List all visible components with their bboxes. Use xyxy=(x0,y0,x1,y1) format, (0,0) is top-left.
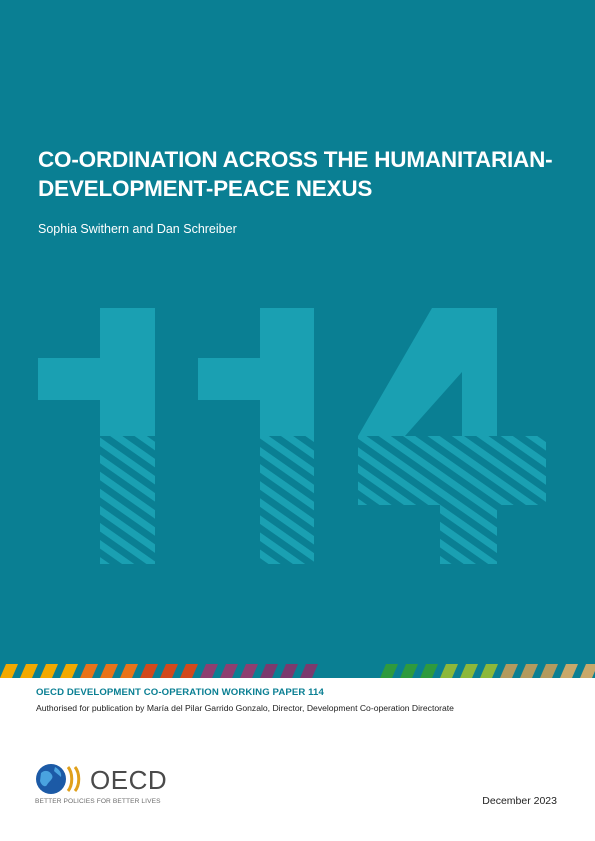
series-title: OECD DEVELOPMENT CO-OPERATION WORKING PA… xyxy=(36,687,324,698)
stripe-segment xyxy=(240,664,258,678)
oecd-wordmark: OECD xyxy=(90,765,168,795)
authors: Sophia Swithern and Dan Schreiber xyxy=(38,222,237,236)
stripe-segment xyxy=(480,664,498,678)
title-line-2: DEVELOPMENT-PEACE NEXUS xyxy=(38,176,373,201)
stripe-segment xyxy=(200,664,218,678)
stripe-segment xyxy=(220,664,238,678)
stripe-segment xyxy=(0,664,18,678)
stripe-segment xyxy=(520,664,538,678)
stripe-segment xyxy=(100,664,118,678)
stripe-segment xyxy=(300,664,318,678)
stripe-segment xyxy=(80,664,98,678)
publication-date: December 2023 xyxy=(482,795,557,807)
paper-number-graphic xyxy=(38,308,546,564)
authorisation-note: Authorised for publication by María del … xyxy=(36,703,454,713)
stripe-segment xyxy=(440,664,458,678)
stripe-segment xyxy=(400,664,418,678)
digit-one-middle xyxy=(198,308,314,564)
title-line-1: CO-ORDINATION ACROSS THE HUMANITARIAN- xyxy=(38,147,553,172)
logo-tagline: BETTER POLICIES FOR BETTER LIVES xyxy=(35,798,161,805)
stripe-segment xyxy=(160,664,178,678)
stripe-segment xyxy=(180,664,198,678)
stripe-segment xyxy=(340,664,358,678)
stripe-segment xyxy=(560,664,578,678)
stripe-segment xyxy=(60,664,78,678)
stripe-segment xyxy=(380,664,398,678)
stripe-segment xyxy=(280,664,298,678)
stripe-segment xyxy=(580,664,595,678)
digit-one-left xyxy=(38,308,155,564)
stripe-segment xyxy=(140,664,158,678)
stripe-segment xyxy=(420,664,438,678)
stripe-segment xyxy=(120,664,138,678)
oecd-globe-logo-icon xyxy=(36,764,81,794)
stripe-segment xyxy=(460,664,478,678)
oecd-logo: OECD BETTER POLICIES FOR BETTER LIVES xyxy=(35,761,195,811)
stripe-segment xyxy=(40,664,58,678)
stripe-segment xyxy=(360,664,378,678)
stripe-segment xyxy=(540,664,558,678)
stripe-segment xyxy=(260,664,278,678)
digit-four xyxy=(358,308,546,564)
stripe-segment xyxy=(20,664,38,678)
stripe-segment xyxy=(500,664,518,678)
cover-panel: CO-ORDINATION ACROSS THE HUMANITARIAN- D… xyxy=(0,0,595,664)
stripe-segment xyxy=(320,664,338,678)
color-stripe-bar xyxy=(0,664,595,678)
document-title: CO-ORDINATION ACROSS THE HUMANITARIAN- D… xyxy=(38,145,578,203)
